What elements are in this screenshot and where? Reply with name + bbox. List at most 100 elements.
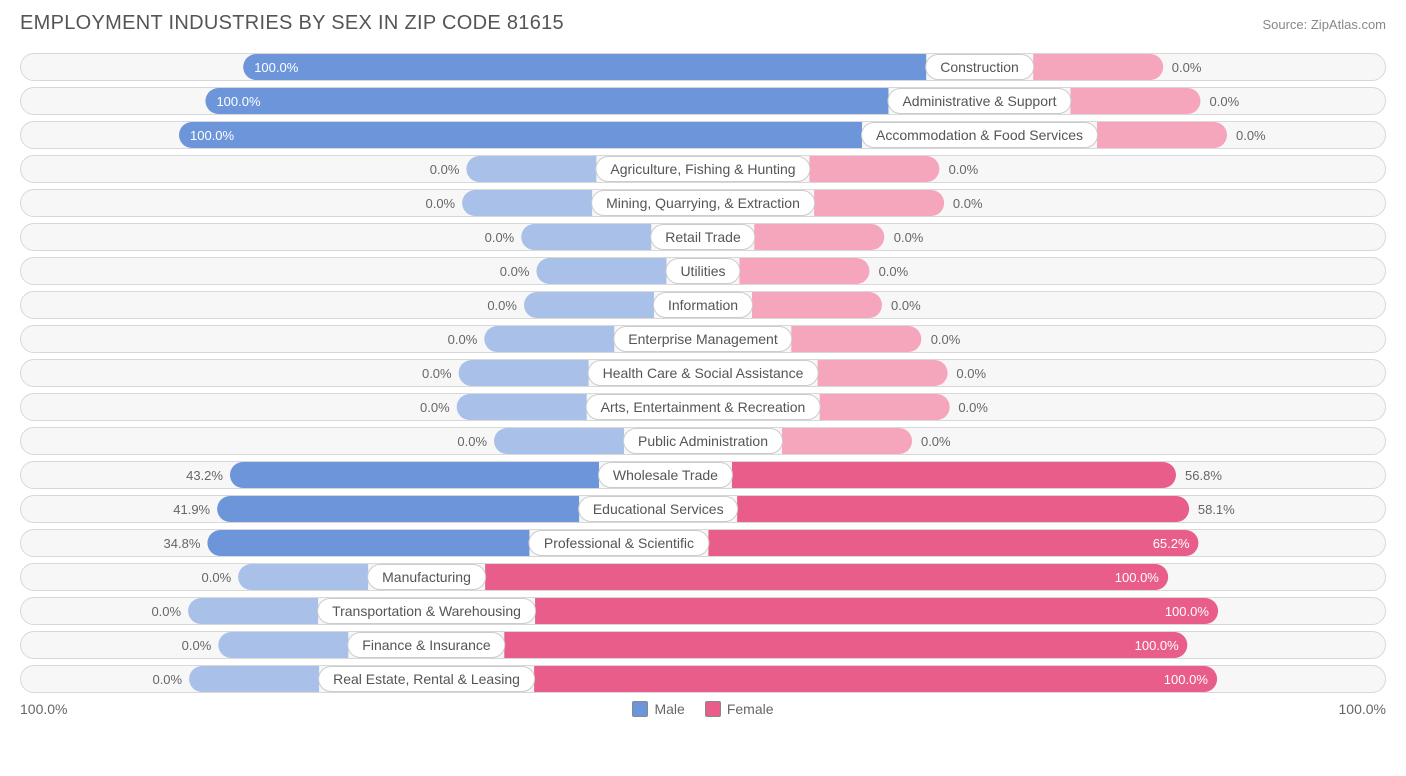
female-bar	[752, 292, 882, 318]
axis-left-label: 100.0%	[20, 701, 67, 717]
chart-row: Manufacturing0.0%100.0%	[20, 563, 1386, 591]
chart-row: Wholesale Trade43.2%56.8%	[20, 461, 1386, 489]
chart-row: Construction100.0%0.0%	[20, 53, 1386, 81]
female-bar	[1071, 88, 1201, 114]
row-center: Wholesale Trade	[230, 462, 1176, 488]
female-pct-label: 0.0%	[894, 224, 924, 250]
row-center: Accommodation & Food Services	[179, 122, 1227, 148]
female-pct-label: 0.0%	[931, 326, 961, 352]
male-bar	[230, 462, 599, 488]
female-bar	[534, 666, 1217, 692]
female-bar	[505, 632, 1188, 658]
male-pct-label: 0.0%	[430, 156, 460, 182]
category-label: Finance & Insurance	[347, 632, 505, 658]
male-pct-label: 34.8%	[164, 530, 201, 556]
diverging-bar-chart: Construction100.0%0.0%Administrative & S…	[20, 53, 1386, 693]
male-pct-label: 100.0%	[254, 54, 298, 80]
female-bar	[810, 156, 940, 182]
female-pct-label: 0.0%	[949, 156, 979, 182]
male-pct-label: 0.0%	[202, 564, 232, 590]
chart-row: Real Estate, Rental & Leasing 0.0% 100.0%	[20, 665, 1386, 693]
female-bar	[535, 598, 1218, 624]
male-pct-label: 0.0%	[420, 394, 450, 420]
female-bar	[1033, 54, 1163, 80]
male-bar	[207, 530, 529, 556]
category-label: Professional & Scientific	[529, 530, 709, 556]
row-center: Manufacturing	[238, 564, 1168, 590]
female-pct-label: 58.1%	[1198, 496, 1235, 522]
male-pct-label: 0.0%	[448, 326, 478, 352]
row-center: Enterprise Management	[484, 326, 921, 352]
female-bar	[755, 224, 885, 250]
male-bar	[243, 54, 926, 80]
chart-row: Enterprise Management0.0%0.0%	[20, 325, 1386, 353]
female-bar	[708, 530, 1199, 556]
axis-right-label: 100.0%	[1339, 701, 1386, 717]
legend-female-label: Female	[727, 701, 774, 717]
category-label: Manufacturing	[367, 564, 486, 590]
male-bar	[521, 224, 651, 250]
male-bar	[459, 360, 589, 386]
header: EMPLOYMENT INDUSTRIES BY SEX IN ZIP CODE…	[20, 12, 1386, 35]
chart-footer: 100.0% Male Female 100.0%	[20, 701, 1386, 717]
female-bar	[782, 428, 912, 454]
chart-row: Health Care & Social Assistance0.0%0.0%	[20, 359, 1386, 387]
legend: Male Female	[632, 701, 773, 717]
female-pct-label: 56.8%	[1185, 462, 1222, 488]
female-pct-label: 0.0%	[1236, 122, 1266, 148]
female-swatch	[705, 701, 721, 717]
category-label: Public Administration	[623, 428, 783, 454]
female-pct-label: 65.2%	[1153, 530, 1190, 556]
row-center: Educational Services	[217, 496, 1189, 522]
male-bar	[217, 496, 579, 522]
male-bar	[524, 292, 654, 318]
male-bar	[466, 156, 596, 182]
chart-row: Agriculture, Fishing & Hunting 0.0% 0.0%	[20, 155, 1386, 183]
category-label: Wholesale Trade	[598, 462, 733, 488]
row-center: Construction	[243, 54, 1163, 80]
female-pct-label: 100.0%	[1164, 666, 1208, 692]
row-center: Arts, Entertainment & Recreation	[457, 394, 950, 420]
male-pct-label: 100.0%	[216, 88, 260, 114]
chart-row: Administrative & Support100.0% 0.0%	[20, 87, 1386, 115]
category-label: Construction	[925, 54, 1034, 80]
legend-male-label: Male	[654, 701, 684, 717]
row-center: Agriculture, Fishing & Hunting	[466, 156, 939, 182]
male-swatch	[632, 701, 648, 717]
row-center: Administrative & Support	[205, 88, 1200, 114]
chart-row: Transportation & Warehousing 0.0% 100.0%	[20, 597, 1386, 625]
male-bar	[179, 122, 862, 148]
male-bar	[238, 564, 368, 590]
chart-row: Professional & Scientific 34.8% 65.2%	[20, 529, 1386, 557]
legend-male: Male	[632, 701, 684, 717]
row-center: Health Care & Social Assistance	[459, 360, 948, 386]
male-pct-label: 0.0%	[182, 632, 212, 658]
male-pct-label: 0.0%	[151, 598, 181, 624]
row-center: Retail Trade	[521, 224, 884, 250]
female-pct-label: 100.0%	[1165, 598, 1209, 624]
female-pct-label: 0.0%	[1210, 88, 1240, 114]
female-bar	[485, 564, 1168, 590]
male-bar	[205, 88, 888, 114]
category-label: Transportation & Warehousing	[317, 598, 536, 624]
category-label: Agriculture, Fishing & Hunting	[595, 156, 810, 182]
female-pct-label: 0.0%	[953, 190, 983, 216]
category-label: Health Care & Social Assistance	[588, 360, 819, 386]
female-pct-label: 0.0%	[891, 292, 921, 318]
category-label: Educational Services	[578, 496, 739, 522]
male-pct-label: 0.0%	[487, 292, 517, 318]
male-pct-label: 0.0%	[152, 666, 182, 692]
category-label: Accommodation & Food Services	[861, 122, 1098, 148]
male-pct-label: 0.0%	[425, 190, 455, 216]
female-bar	[738, 496, 1189, 522]
female-bar	[732, 462, 1176, 488]
chart-row: Information0.0%0.0%	[20, 291, 1386, 319]
chart-row: Mining, Quarrying, & Extraction0.0%0.0%	[20, 189, 1386, 217]
male-bar	[462, 190, 592, 216]
category-label: Real Estate, Rental & Leasing	[318, 666, 535, 692]
male-pct-label: 41.9%	[173, 496, 210, 522]
chart-row: Finance & Insurance0.0%100.0%	[20, 631, 1386, 659]
source-label: Source: ZipAtlas.com	[1262, 17, 1386, 32]
female-pct-label: 0.0%	[879, 258, 909, 284]
row-center: Transportation & Warehousing	[188, 598, 1218, 624]
